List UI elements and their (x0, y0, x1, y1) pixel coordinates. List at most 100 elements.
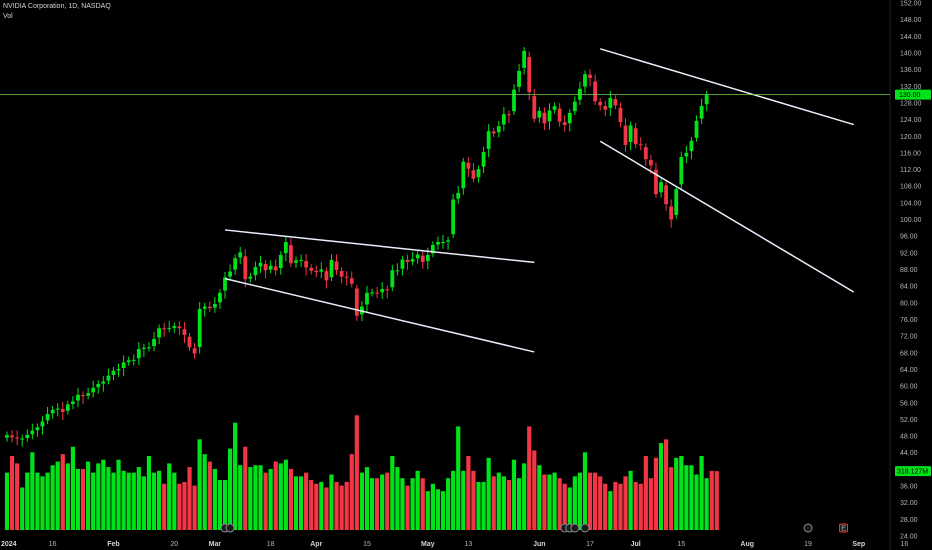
candle-body (502, 114, 506, 124)
volume-bar (431, 484, 435, 530)
candle (603, 101, 607, 117)
candle (375, 287, 379, 298)
candle (15, 430, 19, 445)
candle (563, 115, 567, 132)
volume-bar (238, 465, 242, 530)
candle-body (416, 255, 420, 259)
candle (81, 391, 85, 404)
candle (193, 343, 197, 359)
trendline[interactable] (600, 141, 854, 292)
trendline[interactable] (225, 279, 534, 352)
candle-body (299, 260, 303, 261)
volume-bar (598, 476, 602, 530)
candle (142, 344, 146, 357)
dividend-icon[interactable] (804, 524, 812, 532)
split-icon[interactable] (571, 524, 579, 532)
volume-bar (593, 473, 597, 530)
candle-body (177, 326, 181, 328)
candle (254, 262, 258, 281)
price-tick-label: 60.00 (900, 384, 918, 391)
candle-body (487, 131, 491, 149)
candle (319, 262, 323, 278)
volume-bar (228, 449, 232, 530)
candle-body (649, 160, 653, 165)
volume-bar (537, 465, 541, 530)
candle (639, 137, 643, 150)
candle-body (472, 170, 476, 178)
volume-bar (35, 473, 39, 530)
candle-body (477, 169, 481, 177)
volume-bar (329, 475, 333, 531)
volume-bar (137, 467, 141, 530)
candle (152, 332, 156, 351)
candle (76, 388, 80, 407)
volume-bar (471, 471, 475, 530)
candle (406, 254, 410, 270)
volume-bar (61, 454, 65, 530)
candle-body (370, 292, 374, 293)
volume-bar (603, 484, 607, 530)
candle-body (690, 141, 694, 151)
price-tick-label: 140.00 (900, 50, 922, 57)
candle (264, 260, 268, 278)
volume-bar (689, 465, 693, 530)
candle (107, 369, 111, 385)
candle-body (122, 362, 126, 368)
volume-bar (365, 467, 369, 530)
candle-body (112, 371, 116, 375)
price-tick-label: 56.00 (900, 400, 918, 407)
candle (233, 255, 237, 275)
candle (309, 264, 313, 274)
candle (634, 123, 638, 148)
price-axis[interactable]: 152.00148.00144.00140.00136.00132.00128.… (900, 1, 922, 541)
earnings-icon[interactable]: E (840, 524, 848, 533)
candle-body (157, 328, 161, 337)
candle-body (436, 242, 440, 244)
candle (157, 324, 161, 344)
candle-body (66, 404, 70, 410)
candle (86, 388, 90, 400)
volume-bar (659, 443, 663, 530)
volume-bar (51, 465, 55, 530)
candle-body (385, 289, 389, 290)
candle-body (289, 245, 293, 263)
volume-bar (507, 480, 511, 530)
volume-bar (527, 426, 531, 530)
volume-bar (279, 463, 283, 530)
last-price-tag-label: 130.00 (899, 92, 921, 99)
dividend-icon[interactable] (581, 524, 589, 532)
volume-bar (284, 460, 288, 530)
volume-bar (436, 489, 440, 530)
volume-bar (532, 450, 536, 530)
trendline[interactable] (225, 230, 534, 262)
volume-bar (340, 486, 344, 530)
date-tick-label: 19 (804, 541, 812, 548)
volume-bar (466, 456, 470, 530)
candle-body (233, 258, 237, 269)
candle (431, 241, 435, 257)
volume-bar (613, 482, 617, 530)
candle-body (482, 152, 486, 167)
volume-bar (274, 462, 278, 530)
candle (203, 303, 207, 317)
volume-bar (487, 458, 491, 530)
candle (172, 322, 176, 333)
candle-body (664, 185, 668, 204)
price-tick-label: 84.00 (900, 284, 918, 291)
volume-bar (324, 487, 328, 530)
volume-bar (162, 484, 166, 530)
candle (213, 297, 217, 313)
candle (335, 254, 339, 275)
volume-bar (674, 458, 678, 530)
candle (314, 266, 318, 278)
time-axis[interactable]: 202416Feb20Mar18Apr15May13Jun17Jul15Aug1… (1, 541, 932, 548)
volume-bar (15, 463, 19, 530)
volume-bar (390, 456, 394, 530)
candle (183, 322, 187, 343)
dividend-icon[interactable] (226, 524, 234, 532)
dividend-icon-circle (581, 524, 589, 532)
candle (167, 321, 171, 332)
candle-body (117, 369, 121, 370)
trendline[interactable] (600, 49, 854, 125)
